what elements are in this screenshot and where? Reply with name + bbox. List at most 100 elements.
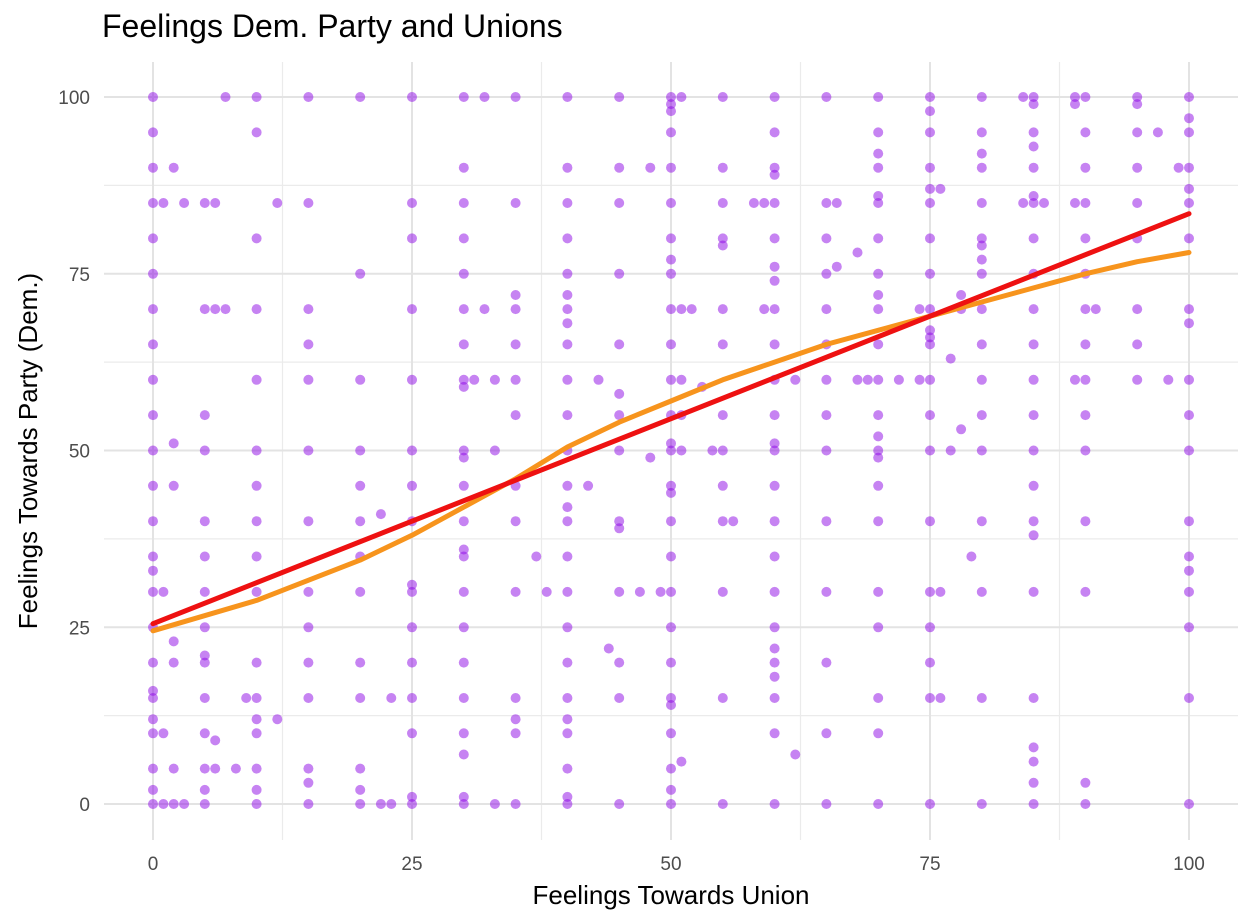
data-point	[210, 763, 221, 774]
data-point	[1184, 113, 1194, 124]
data-point	[562, 763, 573, 774]
data-point	[489, 445, 500, 456]
data-point	[717, 480, 728, 491]
data-point	[1028, 92, 1039, 102]
data-point	[199, 728, 210, 739]
data-point	[1080, 304, 1091, 315]
data-point	[510, 799, 521, 809]
data-point	[935, 693, 946, 703]
y-tick-label: 0	[79, 795, 90, 816]
data-point	[873, 127, 884, 138]
data-point	[634, 586, 645, 597]
y-tick-label: 100	[58, 88, 90, 109]
data-point	[645, 162, 656, 173]
data-point	[251, 586, 262, 597]
data-point	[251, 728, 262, 739]
data-point	[303, 693, 314, 703]
data-point	[676, 445, 687, 456]
data-point	[873, 410, 884, 421]
data-point	[407, 480, 417, 491]
data-point	[717, 92, 728, 102]
data-point	[759, 304, 770, 315]
data-point	[220, 92, 231, 102]
data-point	[666, 99, 676, 110]
data-point	[1028, 777, 1039, 788]
data-point	[355, 374, 366, 385]
data-point	[593, 374, 604, 385]
data-point	[666, 728, 676, 739]
x-tick-label: 25	[401, 854, 422, 875]
data-point	[925, 268, 935, 279]
data-point	[251, 92, 262, 102]
data-point	[873, 339, 884, 350]
data-point	[925, 162, 935, 173]
data-point	[666, 516, 676, 527]
data-point	[251, 763, 262, 774]
data-point	[303, 799, 314, 809]
data-point	[717, 198, 728, 208]
data-point	[1184, 445, 1194, 456]
data-point	[1184, 162, 1194, 173]
data-point	[148, 685, 158, 696]
data-point	[925, 233, 935, 244]
data-point	[1184, 183, 1194, 194]
data-point	[251, 799, 262, 809]
data-point	[821, 198, 832, 208]
data-point	[148, 339, 158, 350]
data-point	[925, 693, 935, 703]
data-point	[821, 374, 832, 385]
data-point	[199, 763, 210, 774]
data-point	[603, 643, 614, 654]
data-point	[407, 693, 417, 703]
data-point	[614, 799, 625, 809]
fit-lines	[150, 211, 1192, 634]
data-point	[769, 728, 780, 739]
data-point	[1028, 127, 1039, 138]
data-point	[407, 579, 417, 590]
data-point	[1028, 693, 1039, 703]
data-point	[1184, 516, 1194, 527]
data-point	[562, 410, 573, 421]
data-point	[1132, 162, 1143, 173]
data-point	[976, 233, 987, 244]
data-point	[1028, 99, 1039, 110]
data-point	[199, 551, 210, 562]
data-point	[407, 657, 417, 668]
data-point	[303, 92, 314, 102]
data-point	[1132, 198, 1143, 208]
data-point	[458, 162, 469, 173]
data-point	[1028, 233, 1039, 244]
data-point	[251, 127, 262, 138]
data-point	[769, 339, 780, 350]
data-point	[976, 693, 987, 703]
data-point	[168, 636, 179, 647]
data-point	[976, 799, 987, 809]
data-point	[562, 551, 573, 562]
x-tick-label: 75	[919, 854, 940, 875]
data-point	[251, 693, 262, 703]
data-point	[148, 374, 158, 385]
data-point	[458, 381, 469, 392]
data-point	[614, 523, 625, 534]
data-point	[873, 374, 884, 385]
data-point	[935, 586, 946, 597]
data-point	[769, 127, 780, 138]
data-point	[717, 233, 728, 244]
data-point	[1132, 339, 1143, 350]
data-point	[148, 304, 158, 315]
linear-fit-line	[150, 211, 1192, 627]
data-point	[355, 480, 366, 491]
data-point	[769, 275, 780, 286]
data-point	[148, 516, 158, 527]
data-point	[199, 445, 210, 456]
data-point	[210, 304, 221, 315]
data-point	[956, 424, 967, 435]
data-point	[148, 728, 158, 739]
data-point	[148, 799, 158, 809]
data-point	[873, 191, 884, 201]
data-point	[355, 657, 366, 668]
data-point	[158, 728, 169, 739]
data-point	[769, 622, 780, 633]
data-point	[666, 657, 676, 668]
data-point	[976, 254, 987, 265]
